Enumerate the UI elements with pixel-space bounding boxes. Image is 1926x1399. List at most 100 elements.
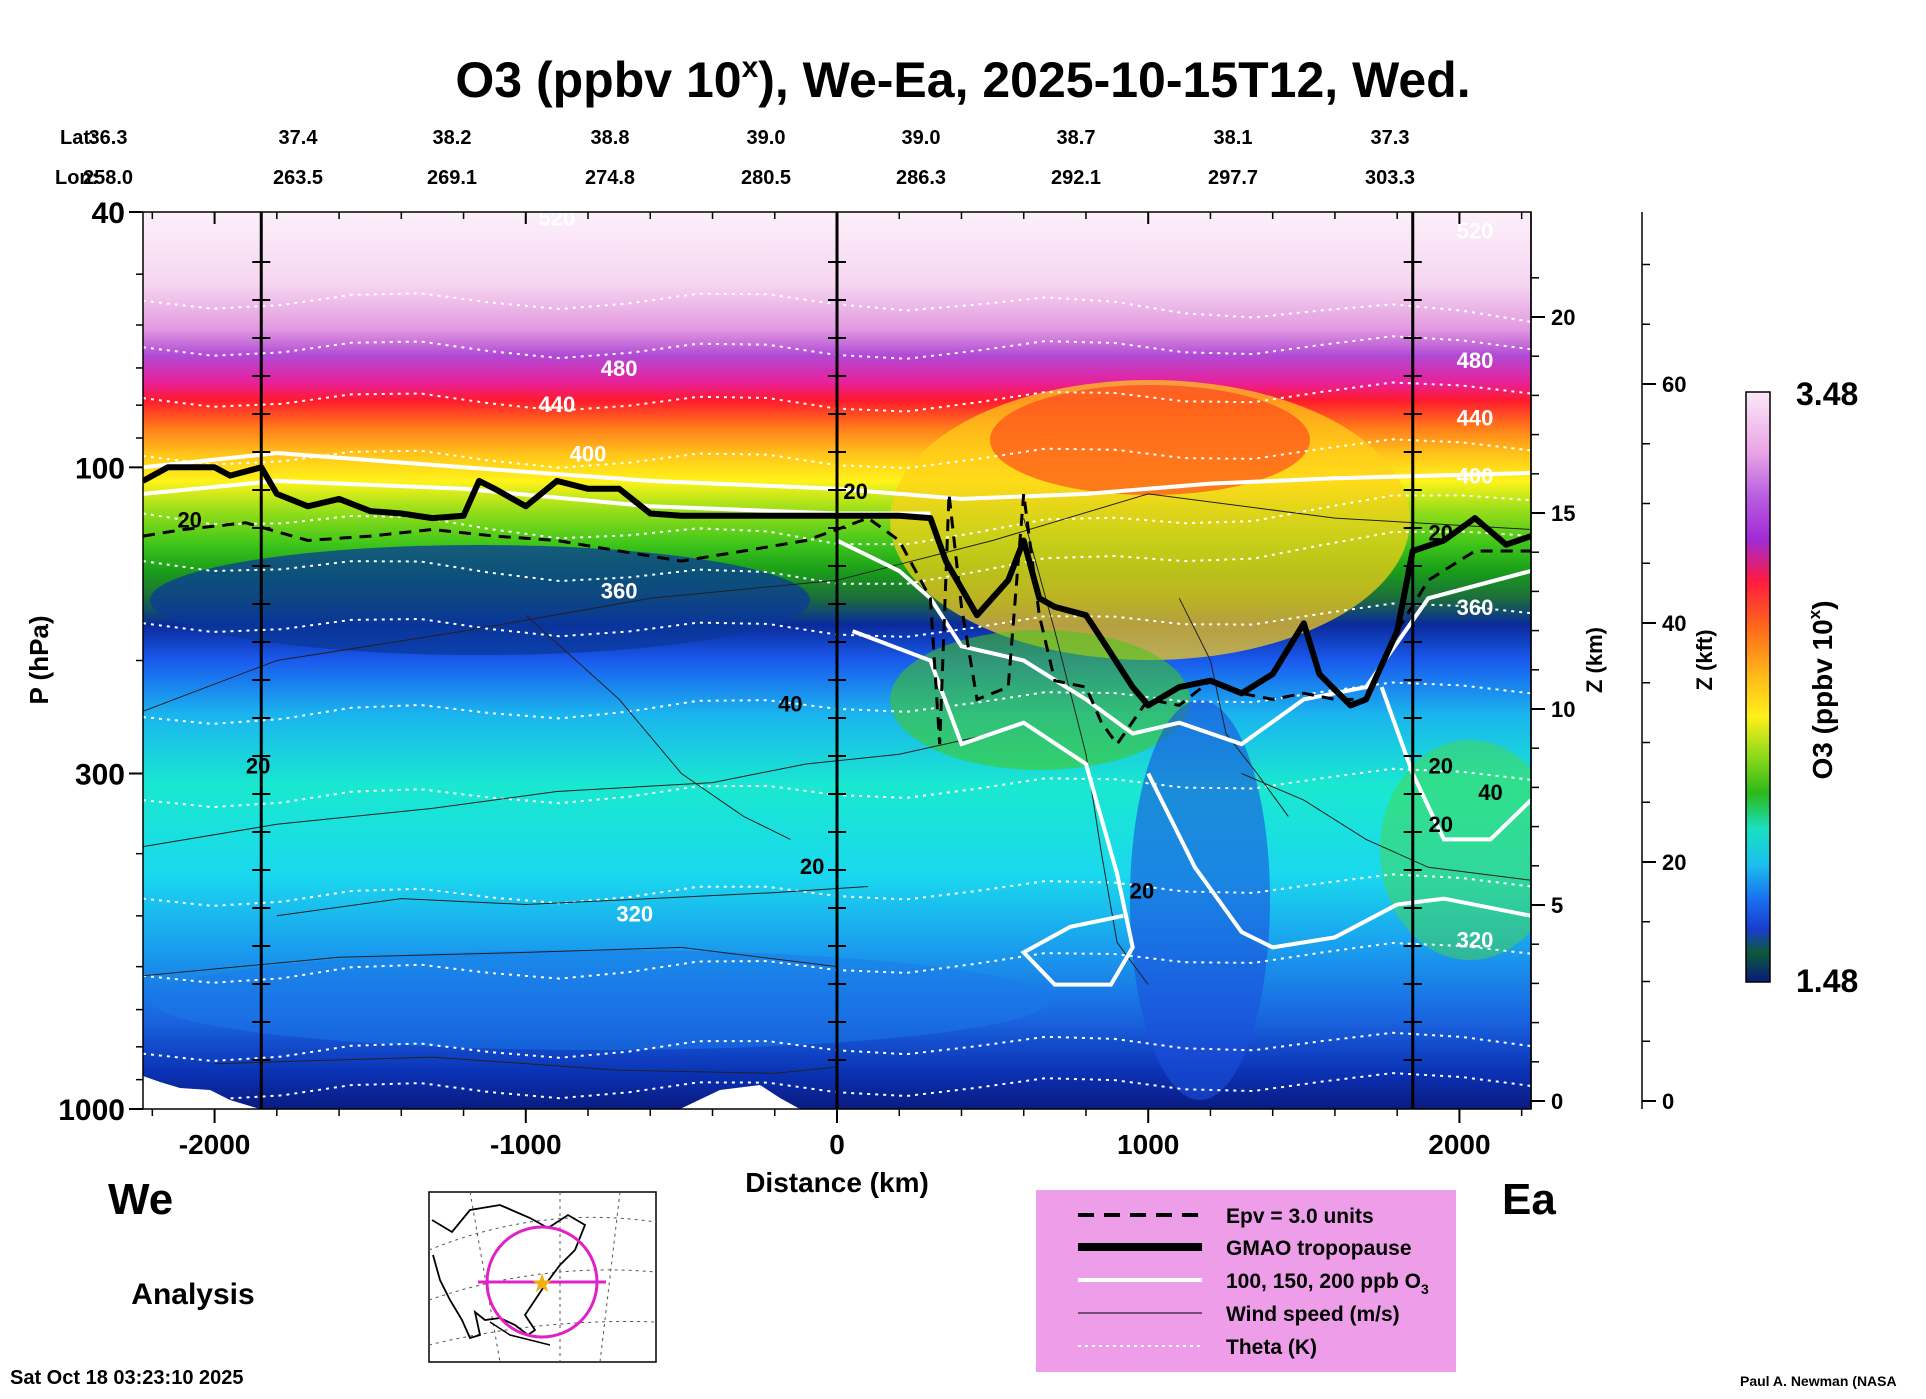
colorbar-max: 3.48 xyxy=(1796,376,1858,412)
wind-isotach xyxy=(1241,773,1531,881)
x-tick-label: 0 xyxy=(829,1129,845,1160)
theta-label: 320 xyxy=(1457,927,1494,952)
lat-value: 38.7 xyxy=(1057,127,1096,149)
west-label: We xyxy=(108,1175,173,1224)
wind-label: 20 xyxy=(1429,753,1453,778)
y-tick-label: 300 xyxy=(75,758,125,791)
y-axis-label: P (hPa) xyxy=(24,615,54,704)
lat-value: 38.1 xyxy=(1214,127,1253,149)
wind-label: 20 xyxy=(1130,879,1154,904)
map-coastline xyxy=(431,1204,587,1340)
x-tick-label: 2000 xyxy=(1428,1129,1490,1160)
analysis-label: Analysis xyxy=(131,1278,254,1311)
ozone-contour xyxy=(143,450,1531,501)
y-tick-label: 100 xyxy=(75,452,125,485)
wind-isotach xyxy=(143,733,993,848)
z-km-tick-label: 20 xyxy=(1551,305,1575,330)
lat-lon-values: 36.3 37.4 38.2 38.8 39.0 39.0 38.7 38.1 37.3 258.… xyxy=(83,127,1415,189)
legend: Epv = 3.0 units GMAO tropopause 100, 150, … xyxy=(1036,1190,1456,1372)
timestamp: Sat Oct 18 03:23:10 2025 xyxy=(10,1367,244,1389)
legend-label: Theta (K) xyxy=(1226,1336,1317,1359)
wind-isotach xyxy=(143,946,838,977)
lat-value: 38.2 xyxy=(433,127,472,149)
wind-isotach xyxy=(1178,598,1289,817)
z-kft-axis: 0 20 40 60 xyxy=(1641,212,1686,1114)
z-km-axis: 0 5 10 15 20 xyxy=(1530,212,1575,1114)
chart-title: O3 (ppbv 10x), We-Ea, 2025-10-15T12, Wed… xyxy=(455,51,1470,108)
y-tick-label: 1000 xyxy=(58,1094,125,1127)
wind-label: 20 xyxy=(1429,520,1453,545)
x-tick-label: 1000 xyxy=(1117,1129,1179,1160)
wind-isotach xyxy=(525,614,791,840)
lon-value: 269.1 xyxy=(427,167,477,189)
east-label: Ea xyxy=(1502,1175,1556,1224)
z-kft-tick-label: 20 xyxy=(1662,850,1686,875)
lat-value: 39.0 xyxy=(747,127,786,149)
lon-value: 274.8 xyxy=(585,167,635,189)
plot-area: 480 440 400 360 320 480 440 400 360 320 520 520 20 20… xyxy=(143,206,1531,1109)
legend-label: Wind speed (m/s) xyxy=(1226,1303,1400,1326)
wind-label: 20 xyxy=(177,507,201,532)
z-kft-tick-label: 40 xyxy=(1662,611,1686,636)
inset-map: ★ xyxy=(428,1191,657,1363)
z-kft-label: Z (kft) xyxy=(1692,629,1717,690)
theta-label: 440 xyxy=(1457,405,1494,430)
wind-label: 20 xyxy=(800,854,824,879)
lon-value: 258.0 xyxy=(83,167,133,189)
epv-line xyxy=(143,493,1531,747)
x-tick-label: -2000 xyxy=(179,1129,251,1160)
theta-label: 520 xyxy=(1457,219,1494,244)
theta-label: 520 xyxy=(539,206,576,231)
green-patch-right xyxy=(1380,740,1531,960)
ozone-contour xyxy=(1379,686,1531,842)
tropopause-line xyxy=(143,464,1531,709)
terrain-2 xyxy=(680,1085,800,1109)
z-km-tick-label: 10 xyxy=(1551,697,1575,722)
x-axis: -2000 -1000 0 1000 2000 xyxy=(151,212,1523,1160)
section-markers xyxy=(252,212,1422,1109)
lon-value: 292.1 xyxy=(1051,167,1101,189)
wind-label: 20 xyxy=(1429,812,1453,837)
wind-isotach xyxy=(214,1056,838,1074)
theta-label: 480 xyxy=(1457,348,1494,373)
lon-value: 297.7 xyxy=(1208,167,1258,189)
y-tick-label: 40 xyxy=(92,197,125,230)
theta-label: 480 xyxy=(601,356,638,381)
lat-value: 39.0 xyxy=(902,127,941,149)
wind-label: 40 xyxy=(1478,780,1502,805)
lon-value: 286.3 xyxy=(896,167,946,189)
colorbar-label: O3 (ppbv 10x) xyxy=(1805,600,1838,779)
lat-label: Lat: xyxy=(60,127,97,149)
ozone-contour xyxy=(1146,772,1531,950)
terrain xyxy=(143,1076,260,1109)
map-center-star: ★ xyxy=(530,1268,553,1298)
author-credit: Paul A. Newman (NASA xyxy=(1740,1373,1897,1389)
wind-label: 40 xyxy=(778,691,802,716)
legend-label: GMAO tropopause xyxy=(1226,1237,1412,1260)
contour-labels: 480 440 400 360 320 480 440 400 360 320 520 520 20 20… xyxy=(177,206,1502,952)
y-axis: 40 100 300 1000 xyxy=(58,197,143,1127)
low-ozone-column xyxy=(1130,700,1270,1100)
theta-label: 400 xyxy=(1457,464,1494,489)
z-km-tick-label: 15 xyxy=(1551,501,1575,526)
lon-value: 263.5 xyxy=(273,167,323,189)
low-ozone-upper-trop-west xyxy=(150,545,810,655)
colorbar xyxy=(1745,391,1771,983)
legend-label: 100, 150, 200 ppb O3 xyxy=(1226,1270,1429,1297)
theta-label: 360 xyxy=(1457,595,1494,620)
lat-value: 36.3 xyxy=(89,127,128,149)
blue-lower-band xyxy=(150,950,1050,1050)
theta-label: 320 xyxy=(616,901,653,926)
theta-label: 440 xyxy=(539,392,576,417)
ozone-contour xyxy=(851,629,1135,987)
lat-value: 37.3 xyxy=(1371,127,1410,149)
lat-value: 37.4 xyxy=(279,127,319,149)
wind-label: 20 xyxy=(843,479,867,504)
z-km-label: Z (km) xyxy=(1582,627,1607,693)
z-km-tick-label: 0 xyxy=(1551,1089,1563,1114)
theta-label: 360 xyxy=(601,578,638,603)
red-core-east xyxy=(990,385,1310,495)
x-tick-label: -1000 xyxy=(490,1129,562,1160)
lon-value: 303.3 xyxy=(1365,167,1415,189)
